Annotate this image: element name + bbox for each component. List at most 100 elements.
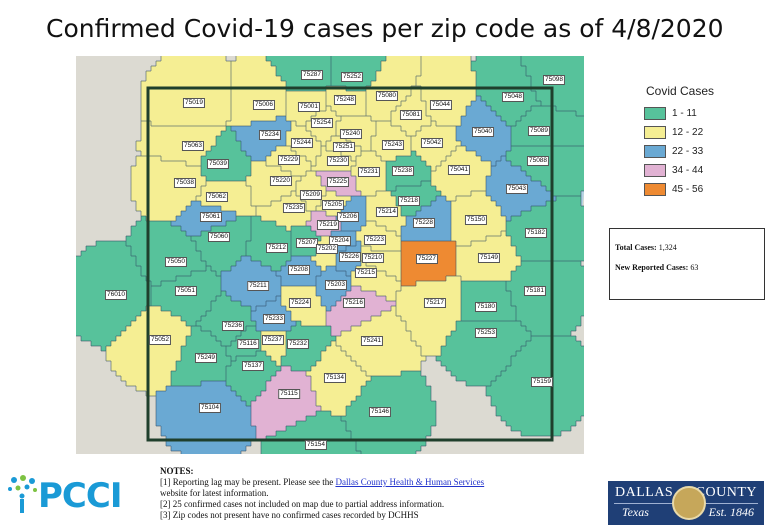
zip-region-75150: [471, 191, 486, 196]
zip-region-75234: [231, 126, 291, 131]
zip-region-75081: [411, 91, 421, 96]
zip-label: 75251: [332, 142, 356, 152]
zip-region-75115: [271, 376, 311, 381]
zip-region-75253: [441, 351, 516, 356]
zip-region-75214: [376, 191, 391, 196]
zip-region-75238: [386, 176, 431, 181]
zip-region-75212: [246, 251, 291, 256]
zip-region-75134: [331, 341, 336, 346]
zip-region-75251: [331, 136, 346, 141]
pcci-logo-text: PCCI: [38, 476, 122, 516]
zip-label: 75253: [474, 328, 498, 338]
zip-region-75231: [361, 191, 376, 196]
zip-region-75237: [271, 356, 281, 361]
zip-region-75116: [226, 351, 256, 356]
zip-region-75203: [321, 271, 346, 276]
zip-region-75098: [521, 56, 584, 61]
zip-region-75137: [241, 396, 256, 401]
zip-region-75052: [121, 376, 171, 381]
zip-label: 75234: [258, 130, 282, 140]
zip-region-75040: [461, 141, 511, 146]
zip-region-75219: [316, 231, 331, 236]
zip-region-75228: [436, 196, 446, 201]
zip-region-75252: [331, 56, 386, 61]
zip-region-75182: [546, 201, 581, 206]
new-cases-row: New Reported Cases: 63: [615, 263, 698, 272]
zip-region-75137: [236, 391, 261, 396]
zip-region-75212: [251, 221, 276, 226]
zip-label: 75081: [399, 110, 423, 120]
zip-region-75150: [451, 231, 501, 236]
zip-region-75217: [411, 336, 446, 341]
zip-region-75146: [341, 416, 436, 421]
zip-region-75241: [381, 311, 396, 316]
zip-label: 75224: [288, 298, 312, 308]
zip-region-75181: [511, 276, 584, 281]
zip-region-75241: [366, 371, 401, 376]
zip-label: 75231: [357, 167, 381, 177]
zip-region-75042: [431, 121, 436, 126]
zip-region-75080: [366, 101, 401, 106]
zip-region-75104: [166, 386, 231, 391]
zip-region-75159: [501, 416, 581, 421]
zip-region-75060: [196, 241, 246, 246]
zip-label: 75134: [323, 373, 347, 383]
zip-region-75244: [286, 131, 311, 136]
zip-region-75063: [136, 141, 216, 146]
dchhs-link[interactable]: Dallas County Health & Human Services: [335, 477, 485, 487]
zip-label: 75287: [300, 70, 324, 80]
zip-region-75208: [291, 256, 311, 261]
zip-regions: [76, 56, 584, 454]
zip-region-75249: [191, 331, 211, 336]
zip-region-75241: [361, 321, 406, 326]
zip-region-75051: [151, 301, 211, 306]
zip-region-75231: [356, 181, 386, 186]
note-2: [2] 25 confirmed cases not included on m…: [160, 499, 445, 509]
zip-region-75044: [421, 56, 471, 61]
zip-region-75019: [141, 111, 231, 116]
zip-region-75006: [231, 81, 286, 86]
zip-region-75062: [221, 206, 256, 211]
zip-region-75052: [106, 351, 181, 356]
zip-region-75040: [481, 156, 501, 161]
zip-region-75115: [251, 411, 316, 416]
zip-region-75227: [401, 271, 456, 276]
notes: NOTES: [1] Reporting lag may be present.…: [160, 466, 600, 521]
zip-region-75211: [231, 296, 276, 301]
zip-region-75210: [361, 246, 371, 251]
zip-region-75220: [251, 186, 296, 191]
zip-region-75043: [491, 196, 556, 201]
zip-region-75220: [251, 171, 291, 176]
zip-region-75043: [501, 211, 521, 216]
zip-region-75217: [401, 316, 461, 321]
zip-region-75134: [316, 401, 351, 406]
zip-region-75042: [421, 126, 456, 131]
zip-region-75217: [396, 311, 461, 316]
zip-region-75050: [126, 241, 196, 246]
zip-region-75241: [356, 361, 421, 366]
zip-region-75006: [231, 111, 286, 116]
zip-region-75062: [206, 181, 246, 186]
zip-region-75243: [376, 126, 401, 131]
zip-region-75048: [486, 101, 541, 106]
zip-region-75040: [466, 146, 511, 151]
zip-region-75236: [211, 301, 241, 306]
zip-region-75042: [411, 146, 456, 151]
zip-label: 75212: [265, 243, 289, 253]
zip-region-75051: [206, 266, 211, 271]
zip-region-75241: [361, 366, 421, 371]
zip-label: 75223: [363, 235, 387, 245]
total-cases-label: Total Cases:: [615, 243, 657, 252]
zip-region-75041: [441, 191, 471, 196]
zip-region-75224: [291, 316, 326, 321]
zip-label: 75208: [287, 265, 311, 275]
zip-region-75254: [316, 111, 336, 116]
zip-region-76010: [101, 346, 106, 351]
zip-region-75230: [321, 151, 341, 156]
zip-region-75001: [286, 116, 311, 121]
zip-region-75060: [196, 246, 246, 251]
zip-region-75048: [491, 106, 531, 111]
zip-region-75038: [131, 191, 201, 196]
zip-region-75137: [246, 401, 251, 406]
zip-region-75019: [151, 66, 231, 71]
